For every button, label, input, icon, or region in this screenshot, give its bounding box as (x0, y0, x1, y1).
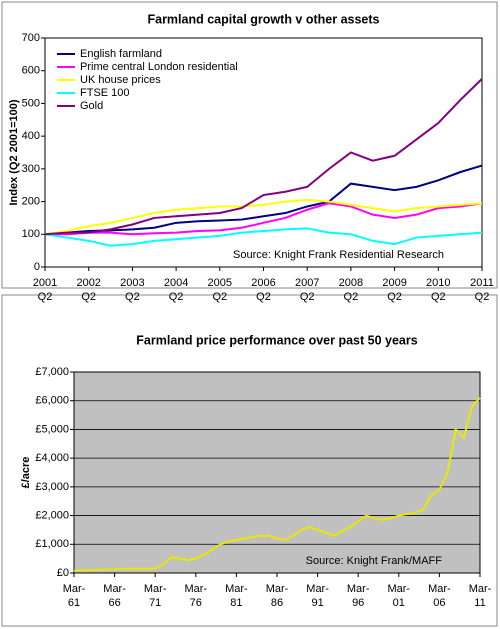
x-tick-label: 2004 Q2 (164, 277, 188, 303)
x-tick-label: Mar-81 (225, 583, 248, 609)
y-tick-label: £2,000 (35, 509, 69, 521)
legend-label: UK house prices (80, 74, 161, 86)
x-tick-label: Mar-76 (184, 583, 207, 609)
x-tick-label: Mar-01 (387, 583, 410, 609)
x-tick-label: 2007 Q2 (295, 277, 319, 303)
legend-label: Gold (80, 100, 103, 112)
x-tick-label: 2009 Q2 (382, 277, 406, 303)
panel-border (1, 294, 498, 627)
x-tick-label: Mar-71 (144, 583, 167, 609)
y-tick-label: 400 (22, 130, 40, 142)
legend-label: FTSE 100 (80, 87, 130, 99)
x-tick-label: Mar-66 (103, 583, 126, 609)
y-tick-label: £0 (57, 567, 69, 579)
x-tick-label: Mar-96 (347, 583, 370, 609)
y-tick-label: 500 (22, 97, 40, 109)
y-tick-label: £6,000 (35, 395, 69, 407)
y-tick-label: 0 (34, 261, 40, 273)
source-note: Source: Knight Frank Residential Researc… (233, 249, 444, 261)
plot-area (44, 37, 483, 268)
x-tick-label: Mar-11 (469, 583, 492, 609)
x-tick-label: 2002 Q2 (76, 277, 100, 303)
series-line (44, 164, 483, 236)
source-note: Source: Knight Frank/MAFF (306, 555, 443, 567)
y-tick-label: 200 (22, 195, 40, 207)
x-tick-label: 2005 Q2 (208, 277, 232, 303)
x-tick-label: 2011 Q2 (470, 277, 494, 303)
x-tick-label: Mar-86 (266, 583, 289, 609)
series-line (44, 227, 483, 247)
series-line (44, 198, 483, 236)
chart-title: Farmland capital growth v other assets (147, 12, 379, 26)
x-tick-label: 2001 Q2 (33, 277, 57, 303)
x-tick-label: Mar-06 (428, 583, 451, 609)
y-tick-label: 700 (22, 32, 40, 44)
series-line (45, 202, 483, 236)
chart-title: Farmland price performance over past 50 … (136, 333, 417, 347)
x-tick-label: 2006 Q2 (251, 277, 275, 303)
y-tick-label: £3,000 (35, 481, 69, 493)
y-axis-label: Index (Q2 2001=100) (8, 99, 20, 205)
y-tick-label: £4,000 (35, 452, 69, 464)
y-tick-label: 100 (22, 228, 40, 240)
panel-border (1, 1, 498, 289)
legend-label: English farmland (80, 48, 162, 60)
x-tick-label: 2010 Q2 (426, 277, 450, 303)
series-line (73, 397, 481, 572)
legend-label: Prime central London residential (80, 61, 238, 73)
series-line (44, 78, 483, 236)
x-tick-label: 2008 Q2 (339, 277, 363, 303)
y-tick-label: 300 (22, 163, 40, 175)
x-tick-label: Mar-61 (63, 583, 86, 609)
y-tick-label: £7,000 (35, 366, 69, 378)
plot-area (73, 371, 481, 574)
y-tick-label: £1,000 (35, 538, 69, 550)
x-tick-label: 2003 Q2 (120, 277, 144, 303)
y-tick-label: £5,000 (35, 423, 69, 435)
y-axis-label: £/acre (20, 457, 32, 489)
y-tick-label: 600 (22, 65, 40, 77)
x-tick-label: Mar-91 (306, 583, 329, 609)
